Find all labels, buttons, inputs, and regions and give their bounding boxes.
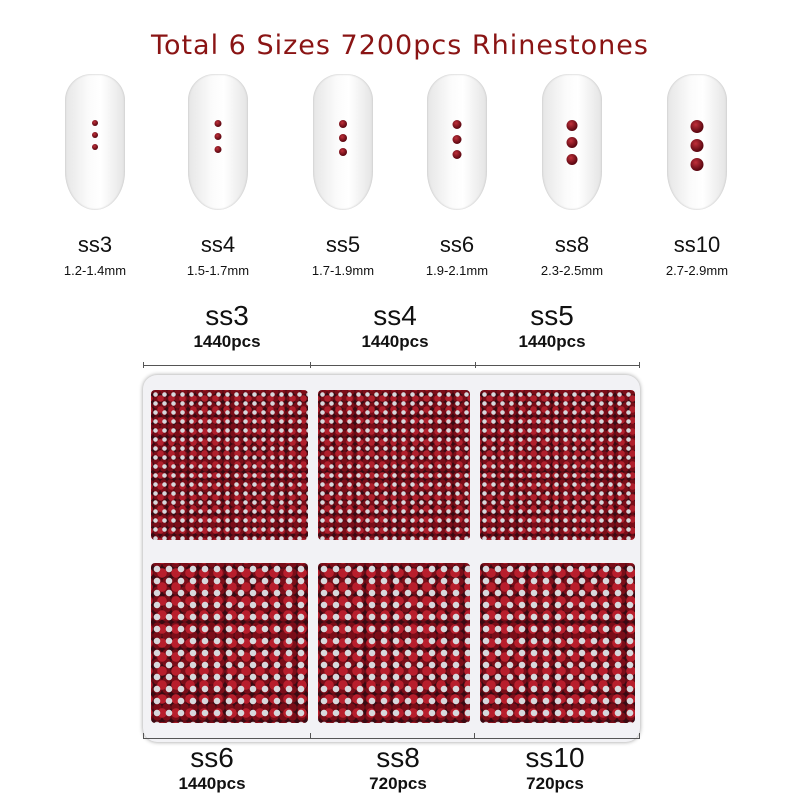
size-name: ss5 — [325, 232, 361, 257]
box-label-count: 1440pcs — [518, 332, 586, 351]
rhinestone-icon — [214, 120, 222, 127]
box-label-size: ss10 — [525, 742, 585, 773]
box-label-size: ss5 — [530, 300, 574, 331]
box-label-size: ss4 — [373, 300, 417, 331]
compartment-ss8 — [318, 563, 470, 723]
rhinestone-icon — [92, 120, 98, 126]
size-name: ss10 — [673, 232, 721, 257]
rhinestone-icon — [92, 144, 98, 150]
top-dimension-line — [143, 365, 640, 366]
rhinestone-icon — [566, 120, 578, 131]
size-mm: 1.9-2.1mm — [425, 263, 489, 278]
nail-tip-sample — [542, 74, 602, 210]
rhinestone-icon — [339, 134, 347, 142]
box-label-count: 1440pcs — [178, 774, 246, 793]
box-label-count: 1440pcs — [193, 332, 261, 351]
bottom-dimension-line — [143, 738, 640, 739]
size-name: ss3 — [77, 232, 113, 257]
nail-tip-sample — [313, 74, 373, 210]
size-mm: 2.3-2.5mm — [540, 263, 604, 278]
rhinestone-icon — [214, 146, 222, 153]
box-label-count: 720pcs — [369, 774, 427, 793]
compartment-ss4 — [318, 390, 470, 540]
rhinestone-icon — [92, 132, 98, 138]
rhinestone-icon — [690, 120, 704, 133]
compartment-ss5 — [480, 390, 635, 540]
rhinestone-icon — [339, 120, 347, 128]
box-label-size: ss6 — [190, 742, 234, 773]
rhinestone-icon — [339, 148, 347, 156]
rhinestone-icon — [566, 137, 578, 148]
size-name: ss6 — [439, 232, 475, 257]
box-label-size: ss8 — [376, 742, 420, 773]
nail-tip-sample — [188, 74, 248, 210]
storage-box — [143, 375, 640, 742]
box-label-size: ss3 — [205, 300, 249, 331]
nail-tip-sample — [65, 74, 125, 210]
rhinestone-icon — [452, 150, 462, 159]
compartment-ss10 — [480, 563, 635, 723]
size-mm: 2.7-2.9mm — [665, 263, 729, 278]
size-mm: 1.2-1.4mm — [63, 263, 127, 278]
rhinestone-icon — [690, 158, 704, 171]
rhinestone-icon — [690, 139, 704, 152]
rhinestone-icon — [566, 154, 578, 165]
box-label-count: 720pcs — [526, 774, 584, 793]
size-mm: 1.7-1.9mm — [311, 263, 375, 278]
rhinestone-icon — [452, 135, 462, 144]
nail-tip-sample — [427, 74, 487, 210]
compartment-ss6 — [151, 563, 308, 723]
size-mm: 1.5-1.7mm — [186, 263, 250, 278]
size-name: ss4 — [200, 232, 236, 257]
rhinestone-icon — [452, 120, 462, 129]
rhinestone-icon — [214, 133, 222, 140]
title: Total 6 Sizes 7200pcs Rhinestones — [151, 30, 649, 61]
nail-tip-sample — [667, 74, 727, 210]
size-name: ss8 — [554, 232, 590, 257]
box-label-count: 1440pcs — [361, 332, 429, 351]
compartment-ss3 — [151, 390, 308, 540]
